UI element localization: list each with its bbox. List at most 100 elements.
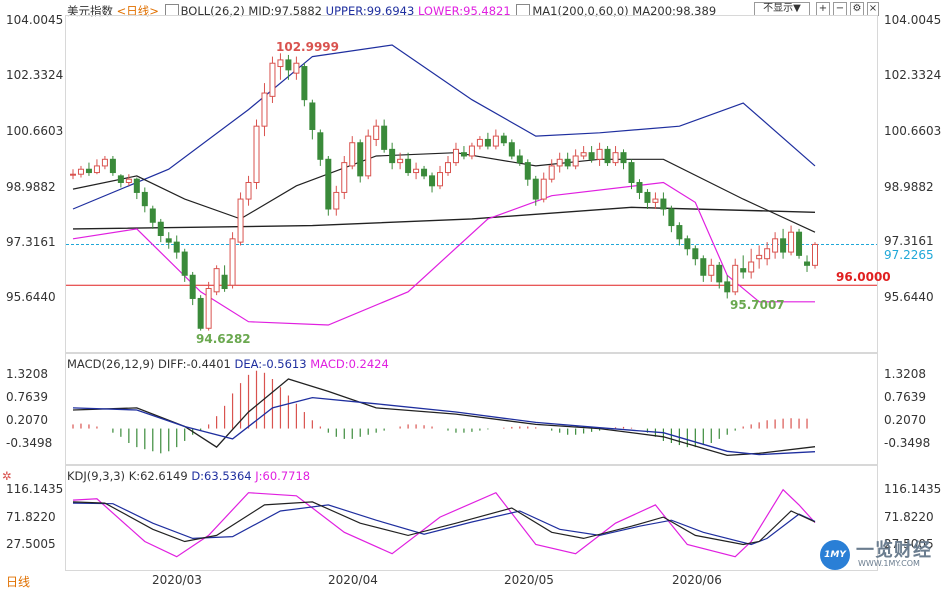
candle-body bbox=[421, 168, 428, 177]
logo-mark: 1MY bbox=[820, 540, 850, 570]
kdj-tick-left: 71.8220 bbox=[6, 510, 56, 524]
candle-body bbox=[293, 62, 300, 74]
boll-mid-line bbox=[72, 152, 816, 233]
price-tick-right: 95.6440 bbox=[884, 290, 934, 304]
candle-body bbox=[804, 261, 811, 266]
candle-body bbox=[389, 148, 396, 164]
candle-body bbox=[109, 158, 116, 174]
candle-body bbox=[564, 158, 571, 167]
kdj-j-line bbox=[72, 488, 816, 558]
price-tick-right: 100.6603 bbox=[884, 124, 942, 138]
candle-body bbox=[764, 248, 771, 260]
candle-body bbox=[261, 92, 268, 127]
candle-body bbox=[588, 152, 595, 160]
boll-lower-value: LOWER:95.4821 bbox=[417, 4, 511, 18]
last-price-label: 97.2265 bbox=[884, 248, 934, 262]
macd-tick-right: -0.3498 bbox=[884, 436, 931, 450]
macd-diff-line bbox=[72, 378, 816, 457]
candle-body bbox=[620, 152, 627, 164]
macd-tick-right: 0.7639 bbox=[884, 390, 926, 404]
price-tick-left: 104.0045 bbox=[6, 13, 64, 27]
candle-body bbox=[165, 238, 172, 243]
candle-body bbox=[325, 158, 332, 210]
candle-body bbox=[93, 165, 100, 174]
candle-body bbox=[245, 181, 252, 200]
candle-body bbox=[660, 198, 667, 210]
candle-body bbox=[740, 268, 747, 273]
candle-body bbox=[269, 62, 276, 97]
candle-body bbox=[468, 145, 475, 157]
candle-body bbox=[708, 264, 715, 276]
candle-body bbox=[101, 158, 108, 167]
crosshair-icon[interactable]: ✲ bbox=[2, 469, 12, 483]
candle-body bbox=[349, 142, 356, 167]
macd-tick-left: 1.3208 bbox=[6, 367, 48, 381]
candle-body bbox=[333, 191, 340, 210]
period-tag[interactable]: <日线> bbox=[116, 4, 159, 18]
candle-body bbox=[500, 135, 507, 144]
candle-body bbox=[77, 168, 84, 175]
candle-body bbox=[413, 168, 420, 174]
candle-body bbox=[780, 238, 787, 253]
close-icon[interactable]: × bbox=[867, 2, 879, 16]
price-header: 美元指数 <日线> BOLL(26,2) MID:97.5882 UPPER:9… bbox=[67, 3, 716, 19]
price-tick-right: 97.3161 bbox=[884, 234, 934, 248]
candle-body bbox=[373, 125, 380, 140]
candle-body bbox=[572, 155, 579, 167]
candle-body bbox=[437, 172, 444, 187]
x-label: 2020/05 bbox=[504, 573, 554, 587]
kdj-header: ✲ bbox=[2, 469, 12, 483]
price-tick-right: 102.3324 bbox=[884, 68, 942, 82]
candle-body bbox=[444, 162, 451, 174]
boll-name: BOLL(26,2) bbox=[180, 4, 245, 18]
candle-body bbox=[460, 152, 467, 157]
high-annotation: 102.9999 bbox=[276, 40, 339, 54]
low-annotation-june: 95.7007 bbox=[730, 298, 785, 312]
kdj-k-value: K:62.6149 bbox=[128, 469, 188, 483]
candle-body bbox=[285, 59, 292, 71]
candle-body bbox=[452, 148, 459, 164]
macd-tick-right: 0.2070 bbox=[884, 413, 926, 427]
candle-body bbox=[732, 264, 739, 293]
kdj-values: KDJ(9,3,3) K:62.6149 D:63.5364 J:60.7718 bbox=[67, 469, 310, 483]
candle-body bbox=[229, 238, 236, 286]
macd-tick-left: 0.7639 bbox=[6, 390, 48, 404]
logo-url: WWW.1MY.COM bbox=[858, 559, 920, 568]
candle-body bbox=[277, 59, 284, 68]
candle-body bbox=[532, 178, 539, 200]
candle-body bbox=[484, 138, 491, 147]
boll-upper-line bbox=[72, 44, 816, 210]
kdj-j-value: J:60.7718 bbox=[255, 469, 311, 483]
boll-mid-value: MID:97.5882 bbox=[248, 4, 322, 18]
kdj-tick-left: 116.1435 bbox=[6, 482, 64, 496]
candle-body bbox=[357, 142, 364, 177]
candle-body bbox=[676, 225, 683, 240]
candle-body bbox=[301, 66, 308, 101]
symbol-label: 美元指数 bbox=[67, 4, 113, 18]
candle-body bbox=[516, 155, 523, 164]
ma200-value: MA200:98.389 bbox=[632, 4, 717, 18]
candle-body bbox=[429, 175, 436, 187]
macd-pane bbox=[65, 353, 878, 465]
candle-body bbox=[85, 168, 92, 174]
low-annotation-march: 94.6282 bbox=[196, 332, 251, 346]
kdj-d-line bbox=[72, 502, 816, 546]
candle-body bbox=[476, 138, 483, 147]
kdj-tick-right: 116.1435 bbox=[884, 482, 942, 496]
candle-body bbox=[492, 135, 499, 147]
candle-body bbox=[157, 221, 164, 237]
candle-body bbox=[812, 243, 818, 266]
period-tab[interactable]: 日线 bbox=[6, 575, 31, 589]
candle-body bbox=[716, 264, 723, 283]
candle-body bbox=[70, 173, 76, 176]
price-tick-left: 100.6603 bbox=[6, 124, 64, 138]
candle-body bbox=[317, 132, 324, 160]
candle-body bbox=[788, 231, 795, 253]
candle-body bbox=[197, 297, 204, 329]
macd-diff-value: DIFF:-0.4401 bbox=[158, 357, 231, 371]
candle-body bbox=[309, 102, 316, 130]
x-label: 2020/06 bbox=[672, 573, 722, 587]
candle-body bbox=[692, 248, 699, 260]
